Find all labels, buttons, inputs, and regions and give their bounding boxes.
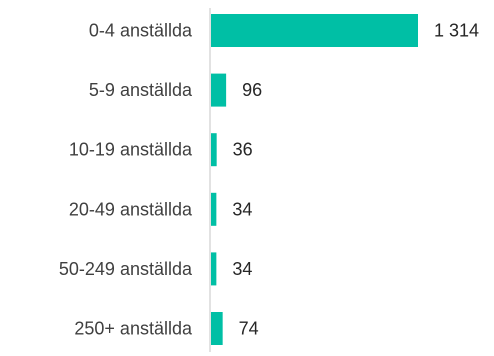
value-label: 34 [232, 199, 252, 219]
category-label: 250+ anställda [74, 319, 193, 339]
bar [211, 14, 418, 47]
value-labels: 1 314 96 36 34 34 74 [232, 21, 479, 339]
value-label: 36 [233, 140, 253, 160]
category-labels: 0-4 anställda 5-9 anställda 10-19 anställd… [59, 21, 193, 339]
category-label: 10-19 anställda [69, 140, 193, 160]
value-label: 34 [232, 259, 252, 279]
bar [211, 192, 217, 226]
bars-group [211, 14, 418, 345]
bar [211, 252, 217, 286]
bar [211, 73, 227, 107]
value-label: 74 [239, 319, 259, 339]
bar [211, 133, 217, 167]
value-label: 96 [242, 80, 262, 100]
category-label: 50-249 anställda [59, 259, 193, 279]
category-label: 5-9 anställda [89, 80, 193, 100]
category-label: 20-49 anställda [69, 199, 193, 219]
value-label: 1 314 [434, 21, 479, 41]
category-label: 0-4 anställda [89, 21, 193, 41]
bar [211, 312, 223, 345]
